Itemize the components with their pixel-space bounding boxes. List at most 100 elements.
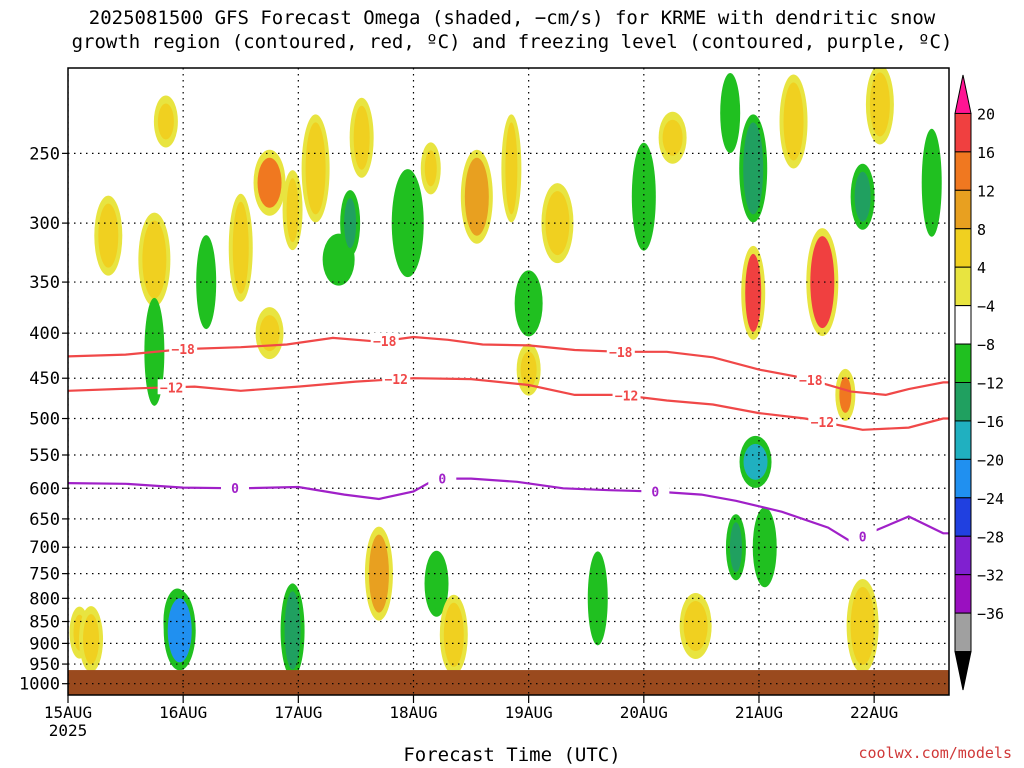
chart-title-line-1: 2025081500 GFS Forecast Omega (shaded, −… [88, 7, 936, 29]
omega-shading-cell [683, 600, 708, 651]
contour-label: −18 [373, 335, 397, 350]
x-tick-year: 2025 [49, 721, 88, 740]
omega-shading-cell [286, 178, 299, 243]
omega-shading-cell [259, 315, 280, 352]
omega-shading-cell [368, 534, 389, 613]
y-tick-label: 750 [29, 565, 60, 585]
contour-label-bg [220, 480, 249, 496]
ground-surface [68, 670, 949, 695]
colorbar-label: −28 [977, 528, 1004, 546]
omega-shading-cell [839, 376, 852, 413]
omega-shading-cell [545, 191, 570, 256]
omega-shading-cell [232, 201, 249, 294]
contour-label-bg [428, 470, 457, 486]
contour-label: 0 [438, 473, 446, 488]
omega-shading-cell [854, 171, 871, 222]
omega-shading-cell [142, 220, 167, 299]
omega-shading-cell [443, 602, 464, 667]
y-tick-label: 700 [29, 538, 60, 558]
colorbar-swatch [954, 343, 972, 383]
contour-line [68, 335, 949, 397]
credit-link[interactable]: coolwx.com/models [858, 744, 1012, 762]
colorbar-swatch [954, 458, 972, 499]
colorbar-swatch [954, 228, 972, 268]
omega-shading-cell [869, 72, 890, 137]
y-tick-label: 250 [29, 144, 60, 164]
colorbar-swatch [954, 420, 972, 460]
contour-label: −18 [799, 374, 823, 389]
contour-label-bg [157, 379, 186, 395]
y-axis: 250 300 350 400 450 500 550 600 650 700 750 800 8509… [19, 144, 68, 695]
chart-title: 2025081500 GFS Forecast Omega (shaded, −… [0, 6, 1024, 54]
omega-shading-cell [635, 150, 652, 243]
contour-label: −18 [171, 343, 195, 358]
x-tick-label: 20AUG [620, 703, 668, 722]
contour-label-bg [612, 387, 641, 403]
colorbar-label: −32 [977, 567, 1004, 585]
x-tick-label: 18AUG [389, 703, 437, 722]
y-tick-label: 450 [29, 369, 60, 389]
x-tick-label: 17AUG [274, 703, 322, 722]
colorbar-label: −36 [977, 605, 1004, 623]
omega-shading-cell [729, 522, 742, 573]
y-tick-label: 850 [29, 613, 60, 633]
y-tick-label: 550 [29, 446, 60, 466]
x-axis-label: Forecast Time (UTC) [403, 744, 621, 766]
colorbar-swatch [954, 497, 972, 537]
colorbar-bottom-arrow [954, 651, 972, 691]
colorbar-label: 12 [977, 182, 995, 200]
x-axis: 15AUG 16AUG 17AUG 18AUG 19AUG 20AUG 21AUG 22AUG… [44, 695, 898, 740]
y-tick-label: 350 [29, 273, 60, 293]
temperature-contours: −18 −18 −18 −18 −12 −12 −12 −12 0 0 0 0 [68, 332, 949, 545]
omega-shading-cell [925, 136, 938, 229]
colorbar-label: −24 [977, 490, 1004, 508]
grid-lines [68, 68, 949, 695]
omega-shading-cell [850, 586, 875, 665]
contour-label: −18 [609, 346, 633, 361]
colorbar-label: −16 [977, 413, 1004, 431]
y-tick-label: 800 [29, 589, 60, 609]
colorbar-swatch [954, 305, 972, 345]
colorbar-label: −8 [977, 336, 995, 354]
omega-shading-cell [783, 82, 804, 161]
omega-shading-cell [505, 122, 518, 215]
omega-shading-cell [157, 103, 174, 140]
omega-shading-cell [743, 122, 764, 215]
omega-shading-cell [724, 81, 737, 146]
x-tick-label: 16AUG [159, 703, 207, 722]
omega-colorbar: 20 16 12 8 4 −4 −8 −12 −16 −20 −24 −28 −32 −36 [954, 74, 1004, 691]
colorbar-label: −20 [977, 451, 1004, 469]
y-tick-label: 900 [29, 634, 60, 654]
colorbar-swatch [954, 382, 972, 422]
colorbar-swatch [954, 151, 972, 191]
y-tick-label: 650 [29, 510, 60, 530]
contour-label-bg [796, 371, 825, 387]
colorbar-swatch [954, 574, 972, 614]
contour-label: −12 [811, 416, 834, 431]
y-tick-label: 500 [29, 410, 60, 430]
colorbar-swatch [954, 266, 972, 307]
y-tick-label: 300 [29, 214, 60, 234]
colorbar-label: 8 [977, 221, 986, 239]
omega-shading-cell [743, 443, 768, 480]
contour-label-bg [169, 341, 198, 357]
colorbar-swatch [954, 612, 972, 653]
contour-label-bg [370, 332, 399, 348]
omega-shading-cell [662, 119, 683, 156]
omega-shading-cell [83, 614, 100, 665]
contour-label: −12 [615, 390, 638, 405]
colorbar-swatch [954, 535, 972, 576]
plot-frame [67, 67, 950, 696]
omega-shading-cell [353, 105, 370, 170]
contour-line [68, 377, 949, 431]
omega-shading-cell [745, 253, 762, 332]
contour-label-bg [382, 371, 411, 387]
y-tick-label: 600 [29, 479, 60, 499]
colorbar-label: 4 [977, 259, 986, 277]
omega-shading-cell [98, 203, 119, 268]
y-tick-label: 400 [29, 324, 60, 344]
contour-label: 0 [651, 485, 659, 500]
colorbar-swatch [954, 189, 972, 230]
omega-shading-cell [810, 236, 835, 329]
